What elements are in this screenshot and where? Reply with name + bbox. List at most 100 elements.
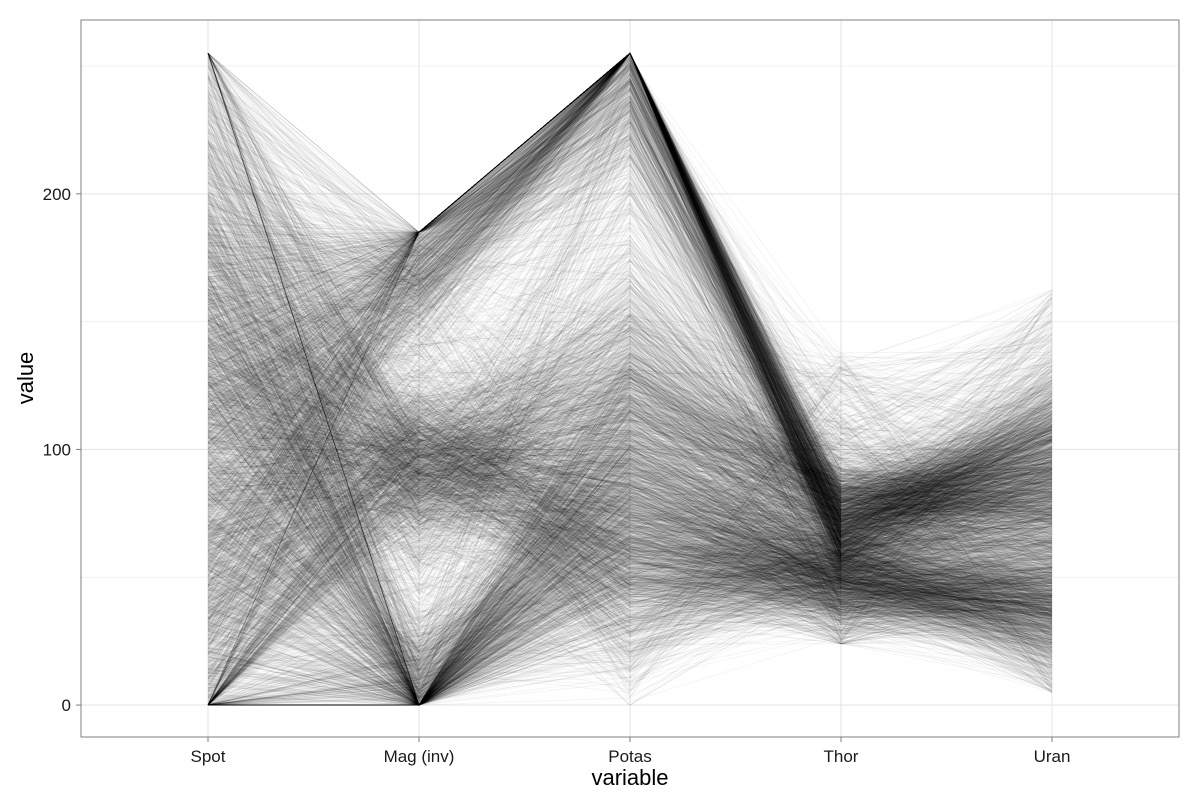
data-line bbox=[207, 534, 1053, 706]
data-line bbox=[207, 53, 1053, 677]
data-line bbox=[207, 162, 1053, 685]
data-line bbox=[207, 387, 1053, 496]
data-line bbox=[207, 488, 1053, 699]
data-line bbox=[207, 291, 1053, 505]
data-line bbox=[207, 560, 1053, 701]
data-line bbox=[207, 59, 1053, 499]
data-line bbox=[207, 458, 1053, 653]
data-line bbox=[207, 306, 1053, 672]
data-line bbox=[207, 489, 1053, 706]
data-line bbox=[207, 489, 1053, 706]
data-line bbox=[207, 160, 1053, 632]
data-line bbox=[207, 107, 1053, 525]
data-line bbox=[207, 450, 1053, 649]
data-line bbox=[207, 52, 1053, 497]
data-line bbox=[207, 52, 1053, 538]
data-line bbox=[207, 59, 1053, 521]
data-line bbox=[207, 389, 1053, 599]
data-line bbox=[207, 76, 1053, 581]
data-line bbox=[207, 445, 1053, 706]
data-line bbox=[207, 155, 1053, 495]
data-line bbox=[207, 423, 1053, 612]
data-line bbox=[207, 52, 1053, 689]
data-line bbox=[207, 579, 1053, 695]
data-line bbox=[207, 361, 1053, 551]
data-line bbox=[207, 321, 1053, 706]
data-line bbox=[207, 52, 1053, 546]
data-line bbox=[207, 379, 1053, 680]
data-line bbox=[207, 376, 1053, 572]
data-line bbox=[207, 188, 1053, 696]
data-line bbox=[207, 388, 1053, 706]
data-line bbox=[207, 52, 1053, 521]
data-line bbox=[207, 432, 1053, 706]
data-line bbox=[207, 107, 1053, 511]
data-line bbox=[207, 52, 1053, 568]
data-line bbox=[207, 371, 1053, 687]
data-line bbox=[207, 368, 1053, 601]
data-line bbox=[207, 214, 1053, 687]
data-line bbox=[207, 52, 1053, 704]
data-line bbox=[207, 359, 1053, 627]
data-line bbox=[207, 429, 1053, 706]
data-line bbox=[207, 233, 1053, 706]
data-line bbox=[207, 52, 1053, 585]
data-line bbox=[207, 306, 1053, 706]
data-line bbox=[207, 372, 1053, 706]
data-line bbox=[207, 426, 1053, 706]
data-line bbox=[207, 463, 1053, 706]
data-line bbox=[207, 359, 1053, 706]
data-line bbox=[207, 438, 1053, 544]
data-line bbox=[207, 290, 1053, 582]
data-line bbox=[207, 296, 1053, 671]
data-line bbox=[207, 180, 1053, 509]
data-line bbox=[207, 364, 1053, 678]
data-line bbox=[207, 477, 1053, 587]
data-line bbox=[207, 154, 1053, 512]
data-line bbox=[207, 52, 1053, 558]
data-line bbox=[207, 235, 1053, 706]
data-line bbox=[207, 425, 1053, 574]
data-line bbox=[207, 374, 1053, 685]
data-line bbox=[207, 430, 1053, 669]
data-line bbox=[207, 513, 1053, 706]
data-line bbox=[207, 380, 1053, 706]
data-line bbox=[207, 52, 1053, 512]
data-line bbox=[208, 578, 1053, 706]
data-line bbox=[207, 52, 1053, 535]
data-line bbox=[207, 277, 1053, 599]
data-line bbox=[207, 461, 1053, 696]
y-tick-labels: 0 100 200 bbox=[43, 185, 81, 715]
data-line bbox=[207, 537, 1053, 631]
data-line bbox=[207, 52, 1053, 501]
data-line bbox=[207, 52, 1053, 531]
data-line bbox=[208, 586, 1053, 706]
data-line bbox=[207, 62, 1053, 550]
data-line bbox=[207, 320, 1053, 594]
data-line bbox=[207, 462, 1053, 629]
data-line bbox=[207, 302, 1053, 672]
data-line bbox=[207, 53, 1053, 673]
data-line bbox=[207, 83, 1053, 511]
data-line bbox=[207, 372, 1053, 525]
data-line bbox=[207, 94, 1053, 530]
data-line bbox=[207, 53, 1053, 706]
data-line bbox=[207, 428, 1053, 589]
data-line bbox=[207, 52, 1053, 513]
data-line bbox=[207, 429, 1053, 706]
data-line bbox=[207, 294, 1053, 474]
data-line bbox=[207, 97, 1053, 654]
data-line bbox=[207, 134, 1053, 595]
data-line bbox=[207, 459, 1053, 657]
data-line bbox=[207, 510, 1053, 706]
data-line bbox=[207, 125, 1053, 528]
data-line bbox=[207, 341, 1053, 699]
data-line bbox=[207, 381, 1053, 519]
data-line bbox=[207, 211, 1053, 706]
data-line bbox=[207, 586, 1053, 706]
data-line bbox=[207, 115, 1053, 562]
data-line bbox=[207, 300, 1053, 706]
data-line bbox=[207, 531, 1053, 706]
data-line bbox=[207, 216, 1053, 643]
data-line bbox=[207, 65, 1053, 514]
